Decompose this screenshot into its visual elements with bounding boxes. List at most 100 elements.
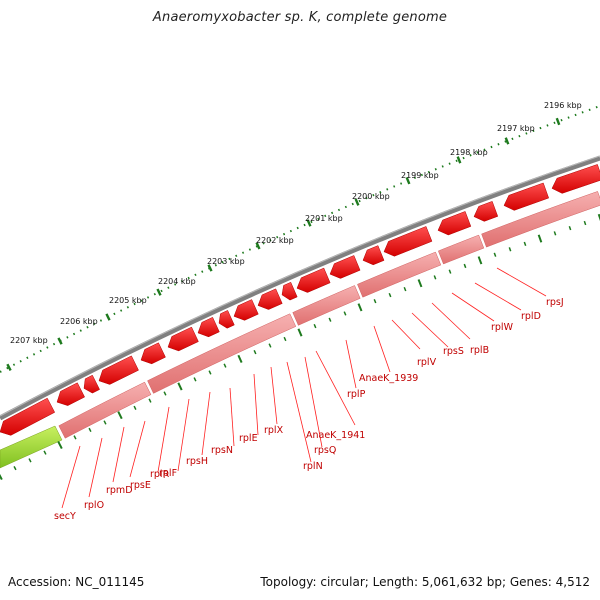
scale-labels: 2196 kbp 2197 kbp 2198 kbp 2199 kbp 2200 kbp…: [10, 101, 582, 345]
reverse-gene-block: [437, 234, 485, 265]
forward-gene-arrow: [83, 374, 100, 394]
gene-label-rplp: rplP: [347, 389, 366, 400]
forward-gene-arrow: [296, 267, 331, 293]
gene-label-rplw: rplW: [491, 322, 514, 333]
inner-tick: [177, 382, 183, 391]
reverse-gene-block: [357, 251, 442, 298]
gene-label-rplr: rplR: [150, 469, 170, 480]
scale-label: 2204 kbp: [158, 277, 196, 286]
gene-label-rpsj: rpsJ: [546, 297, 564, 308]
gene-leader-line: [474, 282, 522, 311]
ruler-major-tick: [207, 264, 213, 272]
gene-leader-line: [229, 387, 235, 447]
gene-label-rplo: rplO: [84, 500, 104, 511]
ruler-major-tick: [105, 313, 111, 321]
ruler-major-tick: [504, 137, 510, 145]
gene-leader-line: [157, 406, 170, 473]
gene-label-rpld: rplD: [521, 311, 541, 322]
gene-leader-lines: [61, 267, 547, 509]
ruler-major-tick: [405, 176, 411, 185]
ruler-major-tick: [6, 363, 12, 371]
inner-tick: [193, 377, 197, 382]
genome-backbone: [0, 155, 600, 421]
inner-tick: [73, 435, 77, 440]
inner-tick: [388, 292, 392, 298]
inner-tick: [148, 398, 152, 403]
inner-tick: [28, 458, 32, 463]
topology-text: Topology: circular; Length: 5,061,632 bp…: [260, 575, 590, 589]
inner-tick: [328, 317, 332, 322]
forward-gene-arrow: [140, 342, 166, 365]
inner-tick: [463, 263, 467, 269]
inner-tick: [448, 269, 452, 274]
forward-gene-arrow: [167, 326, 199, 352]
inner-tick: [88, 427, 92, 433]
inner-tick: [493, 252, 497, 257]
map-title: Anaeromyxobacter sp. K, complete genome: [152, 10, 448, 25]
gene-label-rplb: rplB: [470, 345, 489, 356]
reverse-gene-block: [292, 285, 361, 326]
inner-tick: [477, 256, 483, 265]
gene-label-rplv: rplV: [417, 357, 437, 368]
forward-gene-arrow: [257, 288, 283, 310]
ruler-ticks: [6, 117, 561, 371]
inner-tick: [117, 411, 123, 420]
scale-label: 2206 kbp: [60, 317, 98, 326]
gene-leader-line: [496, 267, 547, 297]
reverse-gene-block: [147, 313, 297, 394]
gene-leader-line: [391, 319, 421, 350]
inner-tick: [268, 343, 272, 348]
gene-label-anaek_1939: AnaeK_1939: [359, 373, 418, 384]
forward-gene-arrow: [437, 211, 472, 236]
forward-gene-arrow: [281, 281, 298, 301]
genome-backbone-highlight: [0, 155, 600, 417]
inner-tick: [523, 241, 527, 247]
scale-label: 2196 kbp: [544, 101, 582, 110]
forward-strand-genes: [0, 164, 600, 436]
ruler-major-tick: [555, 117, 561, 126]
inner-ticks: [0, 213, 600, 481]
inner-tick: [433, 275, 437, 280]
inner-tick: [313, 323, 317, 329]
gene-labels: rpsJ rplD rplW rplB rpsS rplV AnaeK_1939 rplP An…: [54, 297, 564, 522]
gene-label-rpln: rplN: [303, 461, 323, 472]
scale-label: 2198 kbp: [450, 148, 488, 157]
inner-tick: [583, 220, 587, 226]
inner-tick: [597, 213, 600, 222]
gene-leader-line: [373, 325, 391, 373]
inner-tick: [13, 466, 17, 471]
inner-tick: [253, 350, 257, 355]
forward-gene-arrow: [473, 201, 499, 222]
scale-label: 2207 kbp: [10, 336, 48, 345]
inner-tick: [373, 299, 377, 304]
inner-tick: [343, 311, 347, 316]
gene-leader-line: [61, 445, 81, 509]
gene-leader-line: [253, 373, 259, 436]
forward-gene-arrow: [56, 382, 85, 406]
scale-label: 2197 kbp: [497, 124, 535, 133]
gene-leader-line: [112, 426, 125, 483]
inner-tick: [237, 354, 243, 363]
gene-label-rpse: rpsE: [130, 480, 151, 491]
gene-label-rpmd: rpmD: [106, 485, 133, 496]
accession-text: Accession: NC_011145: [8, 575, 145, 589]
reverse-strand-genes: [58, 191, 600, 439]
gene-label-rpsn: rpsN: [211, 445, 233, 456]
inner-tick: [553, 231, 557, 236]
inner-tick: [283, 336, 287, 342]
ruler-major-tick: [255, 242, 261, 250]
gene-label-rpsh: rpsH: [186, 456, 208, 467]
scale-label: 2203 kbp: [207, 257, 245, 266]
inner-tick: [43, 450, 47, 455]
forward-gene-arrow: [218, 310, 235, 329]
gene-leader-line: [286, 361, 312, 463]
gene-leader-line: [88, 437, 103, 498]
gene-label-rpss: rpsS: [443, 346, 464, 357]
inner-tick: [0, 473, 3, 481]
gene-leader-line: [315, 350, 356, 426]
inner-tick: [223, 363, 227, 368]
inner-tick: [537, 234, 543, 243]
inner-tick: [133, 405, 137, 410]
gene-leader-line: [270, 366, 278, 425]
